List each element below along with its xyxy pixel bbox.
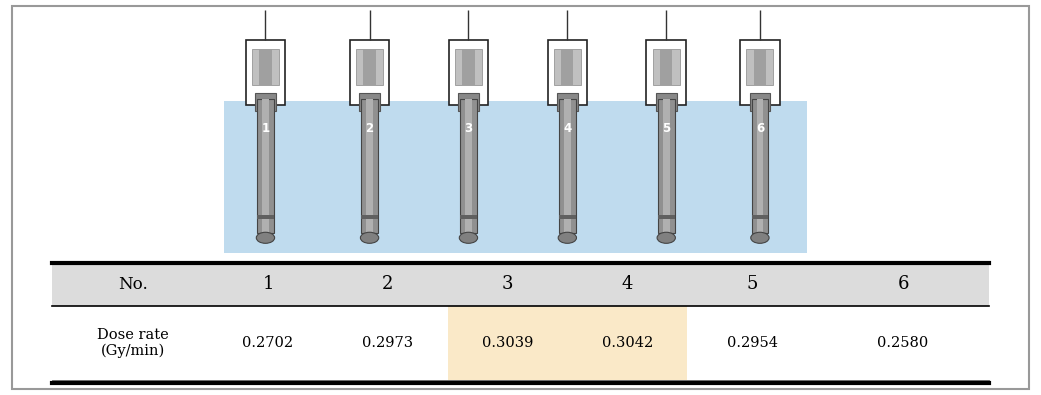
Text: 2: 2 [365,122,374,135]
FancyBboxPatch shape [658,99,675,233]
FancyBboxPatch shape [740,40,780,105]
FancyBboxPatch shape [564,99,570,233]
FancyBboxPatch shape [12,6,1029,389]
Text: 5: 5 [746,275,758,293]
Ellipse shape [657,232,676,243]
Text: 6: 6 [897,275,909,293]
FancyBboxPatch shape [658,214,675,219]
FancyBboxPatch shape [350,40,389,105]
FancyBboxPatch shape [557,93,578,111]
FancyBboxPatch shape [548,40,587,105]
Text: 0.2702: 0.2702 [243,336,294,350]
FancyBboxPatch shape [448,306,567,380]
FancyBboxPatch shape [559,214,576,219]
FancyBboxPatch shape [754,49,766,85]
FancyBboxPatch shape [224,101,807,253]
Ellipse shape [256,232,275,243]
Text: 0.2580: 0.2580 [878,336,929,350]
Ellipse shape [751,232,769,243]
FancyBboxPatch shape [465,99,472,233]
FancyBboxPatch shape [561,49,574,85]
Text: 0.3042: 0.3042 [602,336,653,350]
Text: No.: No. [118,276,148,293]
Text: 1: 1 [262,275,274,293]
FancyBboxPatch shape [255,93,276,111]
FancyBboxPatch shape [252,49,279,85]
Text: 0.3039: 0.3039 [482,336,533,350]
Ellipse shape [459,232,478,243]
FancyBboxPatch shape [366,99,373,233]
FancyBboxPatch shape [257,99,274,233]
Text: 3: 3 [502,275,513,293]
FancyBboxPatch shape [554,49,581,85]
FancyBboxPatch shape [449,40,488,105]
FancyBboxPatch shape [646,40,686,105]
Text: Dose rate
(Gy/min): Dose rate (Gy/min) [97,328,169,358]
FancyBboxPatch shape [356,49,383,85]
FancyBboxPatch shape [259,49,272,85]
FancyBboxPatch shape [363,49,376,85]
FancyBboxPatch shape [567,306,687,380]
Ellipse shape [360,232,379,243]
FancyBboxPatch shape [458,93,479,111]
FancyBboxPatch shape [361,99,378,233]
Text: 4: 4 [621,275,633,293]
FancyBboxPatch shape [746,49,773,85]
FancyBboxPatch shape [462,49,475,85]
FancyBboxPatch shape [750,93,770,111]
FancyBboxPatch shape [257,214,274,219]
FancyBboxPatch shape [262,99,269,233]
Text: 1: 1 [261,122,270,135]
FancyBboxPatch shape [752,214,768,219]
Text: 0.2954: 0.2954 [727,336,778,350]
Text: 5: 5 [662,122,670,135]
FancyBboxPatch shape [559,99,576,233]
Text: 3: 3 [464,122,473,135]
Text: 2: 2 [382,275,393,293]
FancyBboxPatch shape [359,93,380,111]
Text: 0.2973: 0.2973 [362,336,413,350]
FancyBboxPatch shape [460,214,477,219]
Ellipse shape [558,232,577,243]
FancyBboxPatch shape [52,263,989,306]
FancyBboxPatch shape [660,49,672,85]
Text: 6: 6 [756,122,764,135]
FancyBboxPatch shape [455,49,482,85]
FancyBboxPatch shape [460,99,477,233]
Text: 4: 4 [563,122,572,135]
FancyBboxPatch shape [246,40,285,105]
FancyBboxPatch shape [656,93,677,111]
FancyBboxPatch shape [361,214,378,219]
FancyBboxPatch shape [653,49,680,85]
FancyBboxPatch shape [757,99,763,233]
FancyBboxPatch shape [752,99,768,233]
FancyBboxPatch shape [663,99,669,233]
